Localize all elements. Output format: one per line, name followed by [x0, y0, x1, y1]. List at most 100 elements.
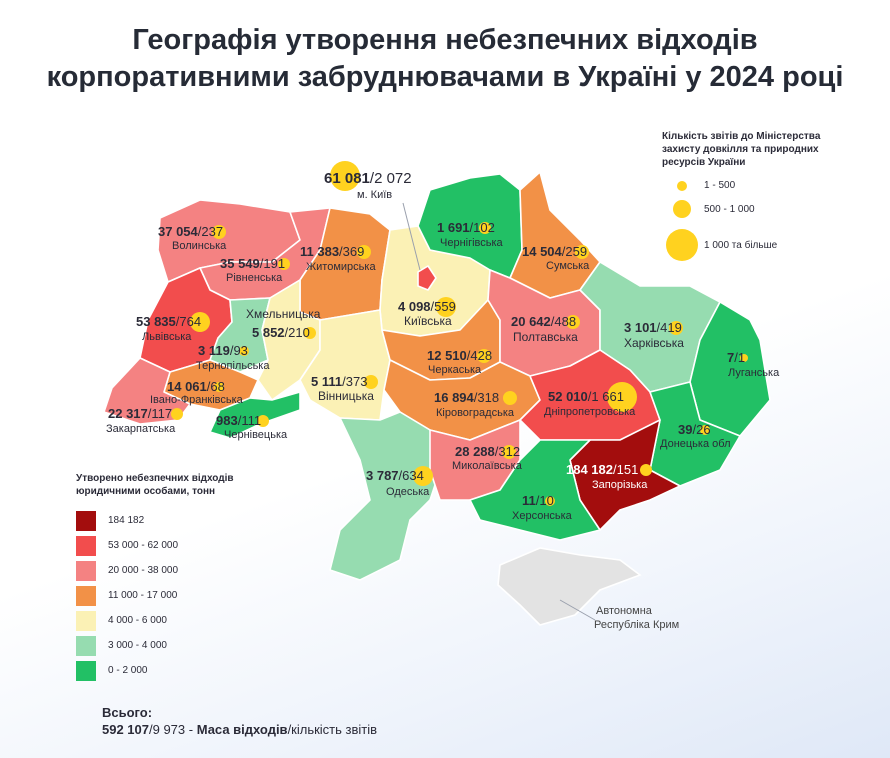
- label-kherson-value: 11/10: [522, 493, 554, 508]
- bubble-large-icon: [666, 229, 698, 261]
- bubble-zakarpattia: [171, 408, 183, 420]
- color-legend-label: 20 000 - 38 000: [108, 565, 179, 576]
- color-legend-title-2: юридичними особами, тонн: [76, 486, 216, 497]
- color-legend-item: 11 000 - 17 000: [76, 583, 296, 608]
- label-luhansk-name: Луганська: [728, 367, 780, 379]
- label-kharkiv-name: Харківська: [624, 336, 684, 350]
- bubble-kyiv-city: [330, 161, 360, 191]
- label-odesa-name: Одеська: [386, 486, 430, 498]
- color-legend-label: 53 000 - 62 000: [108, 540, 179, 551]
- total-mass: 592 107: [102, 722, 149, 737]
- color-legend: Утворено небезпечних відходів юридичними…: [76, 472, 296, 683]
- label-kharkiv-value: 3 101/419: [624, 320, 682, 335]
- bubble-legend-label-medium: 500 - 1 000: [704, 204, 755, 215]
- color-legend-item: 0 - 2 000: [76, 658, 296, 683]
- region-zakarpattia[interactable]: [103, 357, 191, 425]
- label-ivano-frankivsk-name: Івано-Франківська: [150, 394, 244, 406]
- bubble-donetsk: [700, 425, 710, 435]
- map-title: Географія утворення небезпечних відходів…: [0, 22, 890, 96]
- swatch-53000-62000: [76, 535, 96, 556]
- bubble-small-icon: [677, 181, 687, 191]
- title-line-2: корпоративними забруднювачами в Україні …: [46, 61, 844, 93]
- label-khmelnytskyi-name: Хмельницька: [246, 307, 321, 321]
- kyiv-leader-line: [402, 202, 421, 271]
- bubble-legend-label-large: 1 000 та більше: [704, 240, 778, 251]
- label-dnipro-value: 52 010/1 661: [548, 389, 624, 404]
- total-heading: Всього:: [102, 705, 153, 720]
- bubble-lviv: [190, 312, 210, 332]
- label-crimea-line-1: Автономна: [596, 605, 653, 617]
- color-legend-item: 20 000 - 38 000: [76, 558, 296, 583]
- labels-layer: 61 081/2 072 м. Київ 37 054/237 Волинськ…: [106, 170, 780, 631]
- bubble-rivne: [278, 258, 290, 270]
- label-mykolaiv-value: 28 288/312: [455, 444, 520, 459]
- label-kirovohrad-value: 16 894/318: [434, 390, 499, 405]
- color-legend-title: Утворено небезпечних відходів юридичними…: [76, 472, 296, 498]
- label-cherkasy-value: 12 510/428: [427, 348, 492, 363]
- total-line: 592 107/9 973 - Маса відходів/кількість …: [102, 721, 377, 738]
- bubble-zhytomyr: [357, 245, 371, 259]
- bubble-legend-item-medium: 500 - 1 000: [662, 200, 862, 231]
- region-sumy[interactable]: [509, 171, 601, 299]
- title-line-1: Географія утворення небезпечних відходів: [132, 24, 758, 56]
- color-legend-title-1: Утворено небезпечних відходів: [76, 473, 234, 484]
- label-luhansk-value: 7/1: [727, 350, 745, 365]
- swatch-0-2000: [76, 660, 96, 681]
- label-kyiv-city-name: м. Київ: [357, 189, 392, 201]
- region-chernivtsi[interactable]: [209, 391, 301, 439]
- bubble-dnipro: [607, 382, 637, 412]
- bubble-chernihiv: [479, 222, 491, 234]
- label-zakarpattia-name: Закарпатська: [106, 423, 176, 435]
- label-chernihiv-value: 1 691/102: [437, 220, 495, 235]
- total-reports: /9 973 -: [149, 722, 194, 737]
- label-ternopil-name: Тернопільська: [196, 360, 270, 372]
- label-chernivtsi-value: 983/111: [216, 413, 261, 428]
- region-kyiv-city[interactable]: [417, 265, 437, 291]
- bubble-luhansk: [740, 354, 748, 362]
- bubble-odesa: [413, 466, 433, 486]
- bubbles-layer: [171, 161, 748, 506]
- bubble-legend-title-1: Кількість звітів до Міністерства: [662, 131, 821, 142]
- region-odesa[interactable]: [329, 411, 441, 581]
- bubble-vinnytsia: [364, 375, 378, 389]
- swatch-20000-38000: [76, 560, 96, 581]
- label-chernihiv-name: Чернігівська: [440, 237, 504, 249]
- color-legend-item: 3 000 - 4 000: [76, 633, 296, 658]
- bubble-medium-icon: [673, 200, 691, 218]
- bubble-kharkiv: [669, 321, 683, 335]
- bubble-volyn: [212, 225, 226, 239]
- region-crimea[interactable]: [497, 547, 642, 626]
- bubble-poltava: [566, 315, 580, 329]
- label-sumy-value: 14 504/259: [522, 244, 587, 259]
- bubble-legend-title-3: ресурсів України: [662, 157, 746, 168]
- regions-layer: [103, 171, 771, 626]
- label-lviv-value: 53 835/764: [136, 314, 201, 329]
- label-kyiv-city-value: 61 081/2 072: [324, 170, 412, 187]
- label-donetsk-name: Донецька обл: [660, 438, 731, 450]
- total-mass-label: Маса відходів: [196, 722, 288, 737]
- bubble-legend-title-2: захисту довкілля та природних: [662, 144, 819, 155]
- bubble-kirovohrad: [503, 391, 517, 405]
- label-mykolaiv-name: Миколаївська: [452, 460, 523, 472]
- label-lviv-name: Львівська: [142, 331, 192, 343]
- label-donetsk-value: 39/26: [678, 422, 711, 437]
- label-poltava-name: Полтавська: [513, 330, 578, 344]
- color-legend-label: 11 000 - 17 000: [108, 590, 178, 601]
- region-kherson[interactable]: [469, 439, 601, 541]
- bubble-ivano-frankivsk: [214, 382, 224, 392]
- label-kirovohrad-name: Кіровоградська: [436, 407, 515, 419]
- label-rivne-value: 35 549/191: [220, 256, 285, 271]
- bubble-cherkasy: [477, 349, 491, 363]
- label-rivne-name: Рівненська: [226, 272, 283, 284]
- color-legend-label: 4 000 - 6 000: [108, 615, 167, 626]
- bubble-kherson: [545, 496, 555, 506]
- label-crimea-line-2: Республіка Крим: [594, 619, 679, 631]
- bubble-mykolaiv: [502, 445, 516, 459]
- color-legend-label: 184 182: [108, 515, 145, 526]
- total-count-label: /кількість звітів: [287, 722, 378, 737]
- label-zaporizhzhia-name: Запорізька: [592, 479, 648, 491]
- label-cherkasy-name: Черкаська: [428, 364, 482, 376]
- label-zhytomyr-name: Житомирська: [306, 261, 376, 273]
- total-summary: Всього: 592 107/9 973 - Маса відходів/кі…: [102, 704, 377, 738]
